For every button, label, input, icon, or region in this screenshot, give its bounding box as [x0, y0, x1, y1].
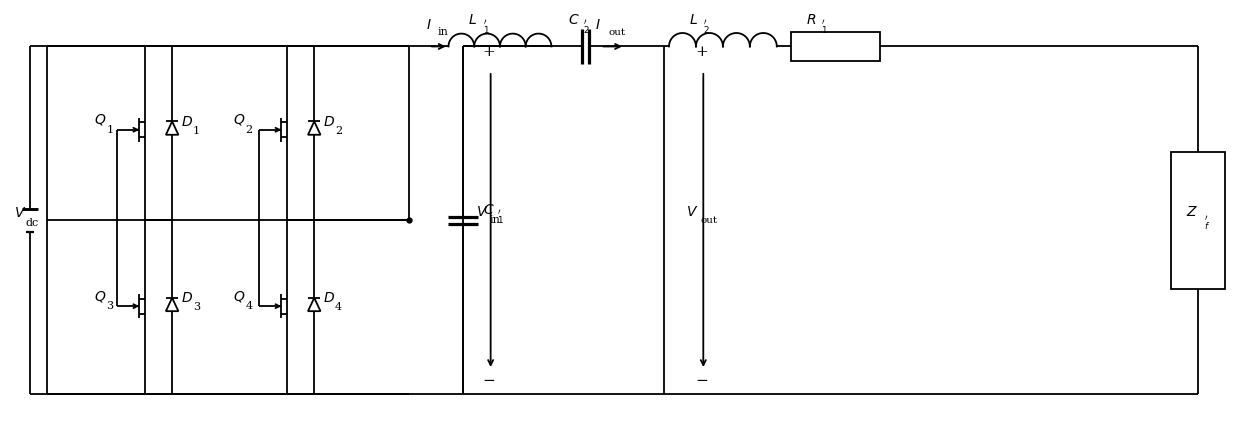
Text: $L$: $L$ [688, 13, 697, 27]
Text: $_2'$: $_2'$ [703, 17, 711, 36]
Text: 3: 3 [192, 302, 200, 312]
Text: $_1'$: $_1'$ [482, 17, 490, 36]
Text: $_f'$: $_f'$ [1204, 213, 1210, 232]
Text: $_1'$: $_1'$ [497, 207, 505, 225]
Text: $Q$: $Q$ [94, 289, 107, 304]
Text: $_2'$: $_2'$ [583, 17, 589, 36]
Bar [1172, 152, 1225, 289]
Text: out: out [701, 216, 718, 225]
Text: 4: 4 [335, 302, 342, 312]
Text: in: in [490, 215, 501, 225]
Text: $Q$: $Q$ [94, 113, 107, 127]
Bar [791, 32, 879, 61]
Text: $V$: $V$ [476, 204, 489, 219]
Text: $C$: $C$ [482, 203, 495, 216]
Text: +: + [694, 45, 708, 59]
Text: $D$: $D$ [181, 115, 193, 129]
Text: $I$: $I$ [427, 18, 432, 32]
Text: 2: 2 [335, 126, 342, 136]
Text: 4: 4 [246, 301, 253, 311]
Text: out: out [609, 28, 625, 37]
Text: $Q$: $Q$ [233, 289, 246, 304]
Text: +: + [482, 45, 495, 59]
Text: $D$: $D$ [324, 115, 335, 129]
Text: $R$: $R$ [806, 13, 816, 27]
Text: 1: 1 [192, 126, 200, 136]
Text: $C$: $C$ [568, 13, 580, 27]
Text: $Z$: $Z$ [1187, 204, 1199, 219]
Text: dc: dc [25, 218, 38, 228]
Text: $Q$: $Q$ [233, 113, 246, 127]
Text: $V$: $V$ [15, 206, 26, 220]
Text: 2: 2 [246, 125, 253, 135]
Text: $L$: $L$ [467, 13, 477, 27]
Text: −: − [694, 374, 708, 388]
Text: $D$: $D$ [181, 291, 193, 305]
Text: −: − [482, 374, 495, 388]
Text: 3: 3 [107, 301, 114, 311]
Text: in: in [438, 27, 449, 37]
Text: $V$: $V$ [686, 204, 698, 219]
Text: 1: 1 [107, 125, 114, 135]
Text: $_1'$: $_1'$ [821, 17, 828, 36]
Text: $D$: $D$ [324, 291, 335, 305]
Text: $I$: $I$ [595, 18, 601, 32]
